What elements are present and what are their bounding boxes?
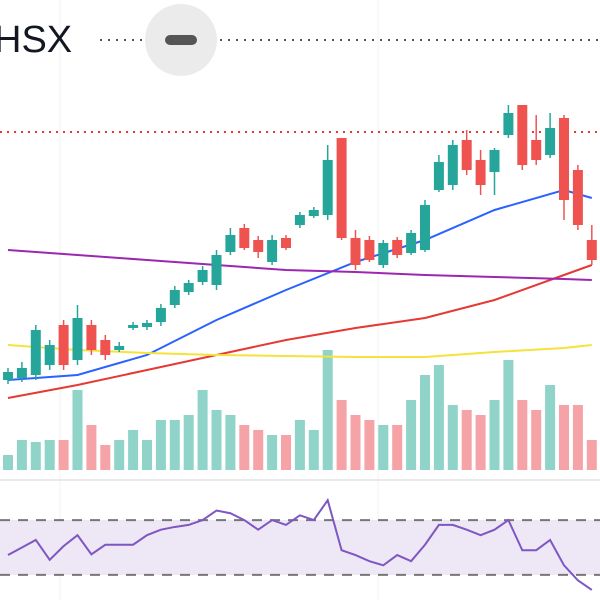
volume-bar: [322, 350, 333, 470]
candle-body: [559, 118, 569, 200]
volume-bar: [350, 415, 361, 470]
volume-bar: [3, 455, 13, 470]
rsi-band: [0, 520, 600, 575]
candle-body: [16, 368, 27, 378]
candle-body: [517, 105, 528, 165]
candle-body: [350, 238, 361, 265]
candle-body: [169, 290, 180, 305]
candle-body: [72, 318, 83, 360]
candle-body: [322, 160, 333, 215]
volume-bar: [44, 440, 55, 470]
volume-bar: [197, 390, 208, 470]
candle-body: [392, 240, 403, 255]
candle-body: [86, 325, 97, 350]
volume-bar: [30, 442, 41, 470]
volume-bar: [336, 400, 347, 470]
candle-body: [253, 240, 264, 252]
volume-bar: [100, 445, 111, 470]
candle-body: [545, 128, 556, 155]
candle-body: [420, 205, 430, 250]
candle-body: [3, 372, 13, 380]
volume-bar: [169, 420, 180, 470]
volume-bar: [128, 430, 139, 470]
candle-body: [308, 210, 319, 216]
volume-bar: [586, 440, 597, 470]
candle-body: [281, 238, 291, 248]
volume-bar: [433, 365, 444, 470]
candle-body: [197, 270, 208, 282]
candle-body: [225, 235, 236, 252]
volume-bar: [447, 405, 458, 470]
candle-body: [142, 323, 152, 327]
volume-bar: [281, 435, 291, 470]
candle-body: [475, 160, 486, 185]
volume-bar: [572, 405, 583, 470]
volume-bar: [475, 415, 486, 470]
plot-area: [0, 105, 600, 591]
volume-bar: [559, 405, 569, 470]
volume-bar: [155, 420, 166, 470]
candle-body: [378, 243, 389, 265]
candle-body: [211, 255, 222, 285]
candle-body: [128, 325, 139, 328]
volume-bar: [503, 360, 514, 470]
volume-bar: [294, 420, 305, 470]
candle-body: [406, 233, 417, 253]
moving-average: [7, 188, 593, 381]
candle-body: [586, 240, 597, 260]
volume-bar: [545, 385, 556, 470]
candle-body: [267, 240, 278, 262]
volume-bar: [239, 425, 250, 470]
volume-bar: [267, 435, 278, 470]
volume-bar: [253, 430, 264, 470]
candle-body: [364, 240, 375, 260]
volume-bar: [183, 415, 194, 470]
moving-average: [7, 264, 593, 399]
volume-bar: [489, 400, 500, 470]
candle-body: [58, 325, 69, 365]
moving-average: [7, 344, 592, 358]
collapse-icon: [165, 35, 197, 45]
candle-body: [155, 308, 166, 322]
volume-bar: [86, 425, 97, 470]
volume-bar: [72, 390, 83, 470]
volume-bar: [406, 400, 417, 470]
volume-bar: [531, 410, 542, 470]
volume-bar: [364, 420, 375, 470]
volume-bar: [114, 440, 125, 470]
candle-body: [114, 346, 125, 350]
volume-bar: [392, 425, 403, 470]
candle-body: [100, 340, 111, 355]
moving-average: [7, 249, 592, 281]
candle-body: [447, 145, 458, 185]
candle-body: [183, 283, 194, 292]
volume-bar: [308, 430, 319, 470]
candle-body: [336, 138, 347, 238]
volume-bar: [142, 440, 152, 470]
symbol-title: HSX: [0, 19, 72, 61]
candle-body: [44, 345, 55, 365]
rsi-line: [7, 497, 593, 591]
volume-bar: [420, 375, 430, 470]
volume-bar: [211, 410, 222, 470]
volume-bar: [16, 440, 27, 470]
volume-bar: [225, 415, 236, 470]
candle-body: [461, 140, 472, 170]
candle-body: [30, 330, 41, 375]
volume-bar: [58, 440, 69, 470]
candle-body: [503, 113, 514, 135]
volume-bar: [517, 400, 528, 470]
candle-body: [572, 170, 583, 225]
candle-body: [531, 140, 542, 160]
volume-bar: [378, 425, 389, 470]
candle-body: [433, 162, 444, 190]
candle-body: [294, 215, 305, 225]
volume-bar: [461, 410, 472, 470]
candle-body: [489, 150, 500, 172]
candle-body: [239, 228, 250, 248]
